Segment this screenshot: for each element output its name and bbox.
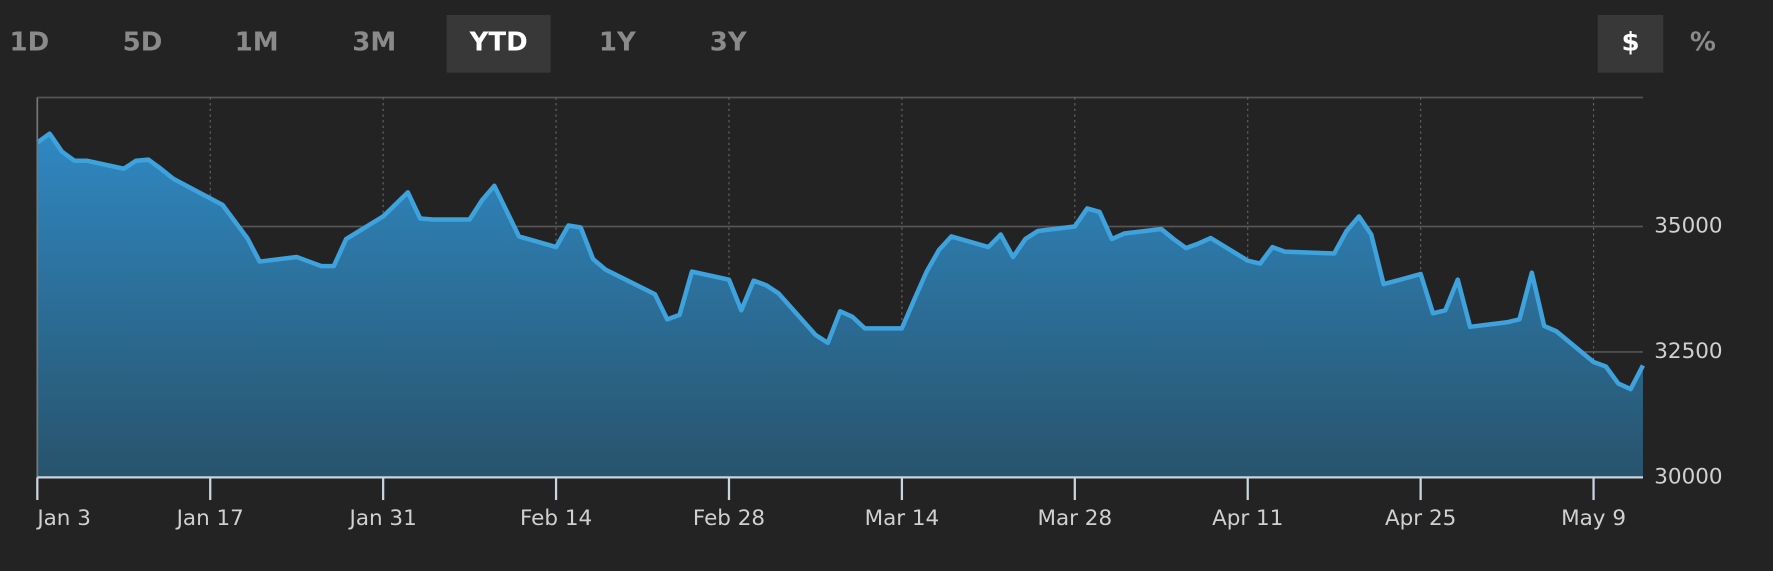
x-tick-label: Apr 25 [1385,506,1456,531]
y-tick-label: 32500 [1654,339,1722,364]
range-button[interactable]: 1D [10,28,50,58]
button-bg [1597,14,1664,73]
x-tick-label: Jan 3 [35,506,91,531]
x-tick-label: Mar 14 [865,506,940,531]
range-button[interactable]: YTD [469,28,528,58]
unit-button[interactable]: $ [1621,28,1639,58]
x-tick-label: Mar 28 [1037,506,1112,531]
line [35,131,1645,392]
range-button[interactable]: 3M [352,28,396,58]
range-button[interactable]: 1M [235,28,279,58]
y-tick-label: 35000 [1654,213,1722,238]
x-tick-label: Jan 31 [348,506,417,531]
x-tick-label: Feb 28 [693,506,765,531]
x-tick-label: Jan 17 [175,506,244,531]
button-bg [446,14,551,73]
unit-button[interactable]: % [1690,28,1716,58]
range-button[interactable]: 5D [123,28,163,58]
x-tick-label: Apr 11 [1212,506,1283,531]
y-tick-label: 30000 [1654,464,1722,489]
range-button[interactable]: 3Y [710,28,748,58]
x-tick-label: Feb 14 [520,506,592,531]
x-tick-label: May 9 [1561,506,1626,531]
range-button[interactable]: 1Y [599,28,637,58]
